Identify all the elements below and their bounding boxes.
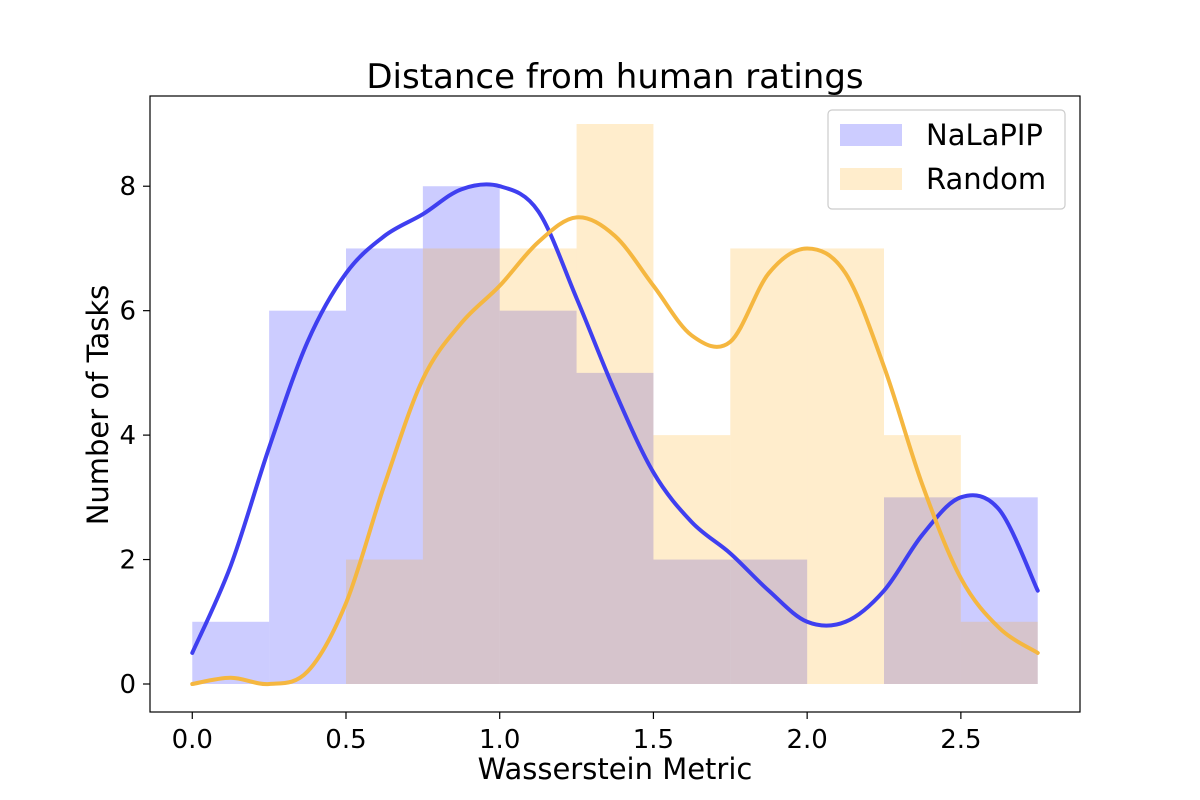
x-tick-label: 0.5 xyxy=(325,725,366,755)
y-tick-label: 8 xyxy=(119,172,136,202)
series-1-bars xyxy=(345,124,1038,684)
y-tick-label: 6 xyxy=(119,297,136,327)
bar xyxy=(499,248,577,684)
series-0-kde-line xyxy=(190,182,1040,655)
plot-frame xyxy=(149,95,1081,713)
x-tick-label: 2.5 xyxy=(940,725,981,755)
y-tick-label: 2 xyxy=(119,546,136,576)
y-tick-label: 4 xyxy=(119,421,136,451)
legend-label: Random xyxy=(926,162,1046,196)
legend: NaLaPIP Random xyxy=(827,109,1066,210)
bar xyxy=(884,497,961,684)
y-tick-label: 0 xyxy=(119,670,136,700)
bar xyxy=(269,310,346,684)
x-tick-label: 1.5 xyxy=(633,725,674,755)
bar xyxy=(499,310,577,684)
x-tick-label: 2.0 xyxy=(786,725,827,755)
x-tick-label: 0.0 xyxy=(172,725,213,755)
bar xyxy=(960,497,1038,684)
legend-label: NaLaPIP xyxy=(926,118,1043,152)
legend-swatch xyxy=(840,124,902,146)
bar xyxy=(960,621,1038,684)
bar xyxy=(345,559,423,684)
bar xyxy=(576,372,654,684)
bar xyxy=(422,248,500,684)
legend-box xyxy=(827,109,1066,210)
bar xyxy=(653,435,731,684)
series-0-bars xyxy=(192,186,1038,684)
bar xyxy=(422,186,500,684)
bar xyxy=(807,248,885,684)
bar xyxy=(576,124,654,684)
axes: 0.0 0.5 1.0 1.5 2.0 2.5 0 2 4 6 8 xyxy=(119,95,1081,755)
bar xyxy=(345,248,423,684)
series-1-kde-line xyxy=(190,215,1040,687)
bar xyxy=(884,435,961,684)
y-axis-label: Number of Tasks xyxy=(81,285,115,526)
bar xyxy=(653,559,731,684)
bar xyxy=(192,621,270,684)
bar xyxy=(730,248,808,684)
bar xyxy=(730,559,808,684)
chart-title: Distance from human ratings xyxy=(366,57,863,97)
x-axis-label: Wasserstein Metric xyxy=(478,752,753,786)
x-tick-label: 1.0 xyxy=(479,725,520,755)
legend-swatch xyxy=(840,168,902,190)
plot-area xyxy=(190,124,1040,687)
